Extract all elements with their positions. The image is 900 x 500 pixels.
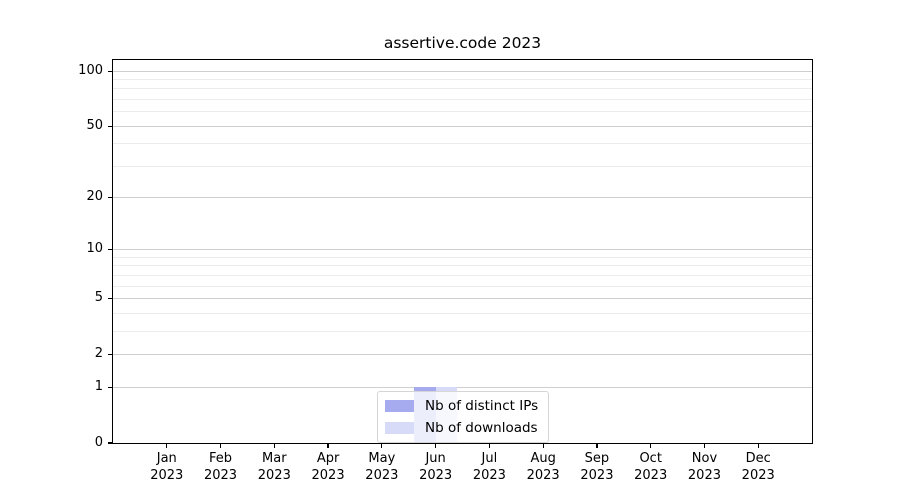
major-gridline bbox=[113, 197, 812, 199]
minor-gridline bbox=[113, 88, 812, 90]
legend: Nb of distinct IPs Nb of downloads bbox=[377, 391, 550, 443]
x-tick bbox=[703, 444, 706, 448]
y-tick-label: 10 bbox=[86, 241, 103, 257]
chart-title: assertive.code 2023 bbox=[383, 34, 542, 52]
minor-gridline bbox=[113, 274, 812, 276]
x-tick-label: Aug 2023 bbox=[526, 451, 560, 483]
minor-gridline bbox=[113, 330, 812, 332]
minor-gridline bbox=[113, 111, 812, 113]
x-tick-label: Jul 2023 bbox=[472, 451, 506, 483]
y-tick-label: 1 bbox=[94, 378, 103, 394]
minor-gridline bbox=[113, 99, 812, 101]
legend-entry: Nb of downloads bbox=[385, 420, 538, 436]
x-tick bbox=[542, 444, 544, 448]
major-gridline bbox=[113, 125, 812, 127]
x-tick-label: Nov 2023 bbox=[687, 451, 721, 483]
x-tick-label: May 2023 bbox=[365, 451, 399, 483]
x-tick-label: Apr 2023 bbox=[311, 451, 345, 483]
x-tick bbox=[219, 444, 222, 448]
y-tick-label: 2 bbox=[94, 345, 103, 361]
minor-gridline bbox=[113, 143, 812, 145]
major-gridline bbox=[113, 386, 812, 388]
x-tick bbox=[435, 444, 437, 448]
x-tick bbox=[381, 444, 383, 448]
legend-swatch-distinct-ips bbox=[385, 400, 414, 412]
major-gridline bbox=[113, 249, 812, 251]
minor-gridline bbox=[113, 285, 812, 287]
minor-gridline bbox=[113, 312, 812, 314]
y-tick-label: 50 bbox=[86, 117, 103, 133]
y-tick-label: 5 bbox=[94, 290, 103, 306]
x-tick bbox=[273, 444, 275, 448]
x-tick-label: Sep 2023 bbox=[580, 451, 614, 483]
y-tick bbox=[108, 386, 113, 388]
y-tick bbox=[108, 442, 113, 444]
y-tick-label: 0 bbox=[94, 434, 103, 450]
y-tick bbox=[108, 125, 113, 127]
minor-gridline bbox=[113, 79, 812, 81]
x-tick bbox=[166, 444, 168, 448]
y-tick bbox=[108, 249, 113, 251]
x-tick-label: Oct 2023 bbox=[634, 451, 668, 483]
legend-entry: Nb of distinct IPs bbox=[385, 398, 538, 414]
y-tick bbox=[108, 70, 113, 72]
x-tick-label: Dec 2023 bbox=[741, 451, 775, 483]
legend-label: Nb of downloads bbox=[425, 420, 538, 436]
y-tick bbox=[108, 353, 113, 356]
minor-gridline bbox=[113, 265, 812, 267]
major-gridline bbox=[113, 298, 812, 300]
x-tick bbox=[757, 444, 759, 448]
legend-swatch-downloads bbox=[385, 422, 414, 434]
x-tick bbox=[327, 444, 329, 448]
x-tick-label: Jun 2023 bbox=[419, 451, 453, 483]
y-tick-label: 100 bbox=[78, 62, 103, 78]
minor-gridline bbox=[113, 257, 812, 258]
minor-gridline bbox=[113, 165, 812, 167]
major-gridline bbox=[113, 70, 812, 72]
x-tick bbox=[596, 444, 598, 448]
x-tick bbox=[650, 444, 652, 448]
y-tick bbox=[108, 197, 113, 199]
y-tick bbox=[108, 298, 113, 300]
x-tick-label: Mar 2023 bbox=[257, 451, 291, 483]
x-tick bbox=[488, 444, 490, 448]
y-tick-label: 20 bbox=[86, 189, 103, 205]
plot-border bbox=[112, 59, 813, 444]
x-tick-label: Jan 2023 bbox=[150, 451, 184, 483]
major-gridline bbox=[113, 353, 812, 355]
legend-label: Nb of distinct IPs bbox=[425, 398, 539, 414]
x-tick-label: Feb 2023 bbox=[203, 451, 238, 483]
